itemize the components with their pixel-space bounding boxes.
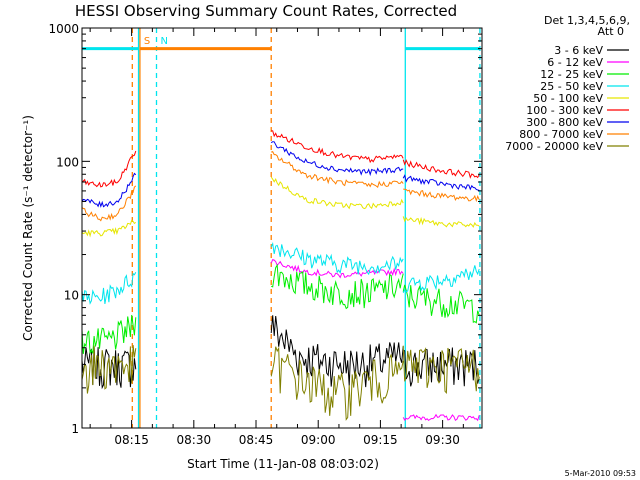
series-line <box>81 314 137 354</box>
series-line <box>402 413 480 422</box>
series-50-100-kev <box>81 176 480 238</box>
x-tick-label: 09:30 <box>425 433 460 447</box>
legend-label: 50 - 100 keV <box>533 92 603 105</box>
y-tick-label: 1 <box>71 422 79 436</box>
series-25-50-kev <box>81 241 480 305</box>
series-line <box>403 188 480 203</box>
chart-title: HESSI Observing Summary Count Rates, Cor… <box>75 2 457 20</box>
series-line <box>271 263 404 310</box>
x-tick-label: 08:30 <box>177 433 212 447</box>
series-line <box>81 185 137 222</box>
series-line <box>270 315 404 388</box>
plot-timestamp: 5-Mar-2010 09:53 <box>565 469 636 478</box>
series-100-300-kev <box>81 130 480 188</box>
x-tick-label: 09:15 <box>363 433 398 447</box>
series-300-800-kev <box>81 141 480 208</box>
time-marker-label: S <box>144 36 150 47</box>
y-axis-ticks: 1 10 100 1000 <box>48 22 482 436</box>
y-axis-label: Corrected Count Rate (s⁻¹ detector⁻¹) <box>21 115 35 341</box>
legend-label: 100 - 300 keV <box>526 104 603 117</box>
series-line <box>270 346 404 421</box>
series-line <box>81 219 137 238</box>
series-line <box>81 150 137 188</box>
legend-header-line-1: Det 1,3,4,5,6,9, <box>544 14 630 27</box>
series-line <box>270 241 404 276</box>
x-axis-ticks: 08:15 08:30 08:45 09:00 09:15 09:30 <box>89 28 464 447</box>
legend-label: 25 - 50 keV <box>540 80 603 93</box>
legend-label: 3 - 6 keV <box>554 44 603 57</box>
series-line <box>402 159 480 179</box>
series-line <box>270 176 404 210</box>
series-12-25-kev <box>81 263 480 354</box>
series-7000-20000-kev <box>81 345 480 421</box>
x-tick-label: 09:00 <box>301 433 336 447</box>
series-6-12-kev <box>270 258 480 422</box>
series-line <box>270 141 404 177</box>
legend-label: 6 - 12 keV <box>547 56 603 69</box>
x-tick-label: 08:45 <box>239 433 274 447</box>
series-line <box>81 345 137 394</box>
series-line <box>402 216 480 228</box>
y-tick-label: 100 <box>56 155 79 169</box>
series-line <box>271 130 404 164</box>
series-line <box>402 345 480 395</box>
legend-label: 7000 - 20000 keV <box>505 140 603 153</box>
series-line <box>402 265 480 294</box>
y-tick-label: 10 <box>64 289 79 303</box>
series-line <box>81 271 137 305</box>
plot-frame <box>81 27 483 429</box>
time-marker-label: N <box>160 36 167 47</box>
series-line <box>270 258 404 279</box>
series-line <box>271 150 404 189</box>
series-line <box>81 172 137 208</box>
legend-label: 800 - 7000 keV <box>519 128 603 141</box>
y-tick-label: 1000 <box>48 22 79 36</box>
x-axis-label: Start Time (11-Jan-08 08:03:02) <box>187 457 379 471</box>
x-tick-label: 08:15 <box>114 433 149 447</box>
legend-header-line-2: Att 0 <box>598 25 624 38</box>
series-line <box>402 284 480 324</box>
legend-label: 300 - 800 keV <box>526 116 603 129</box>
series-800-7000-kev <box>81 150 480 222</box>
series-line <box>402 174 480 191</box>
legend-label: 12 - 25 keV <box>540 68 603 81</box>
